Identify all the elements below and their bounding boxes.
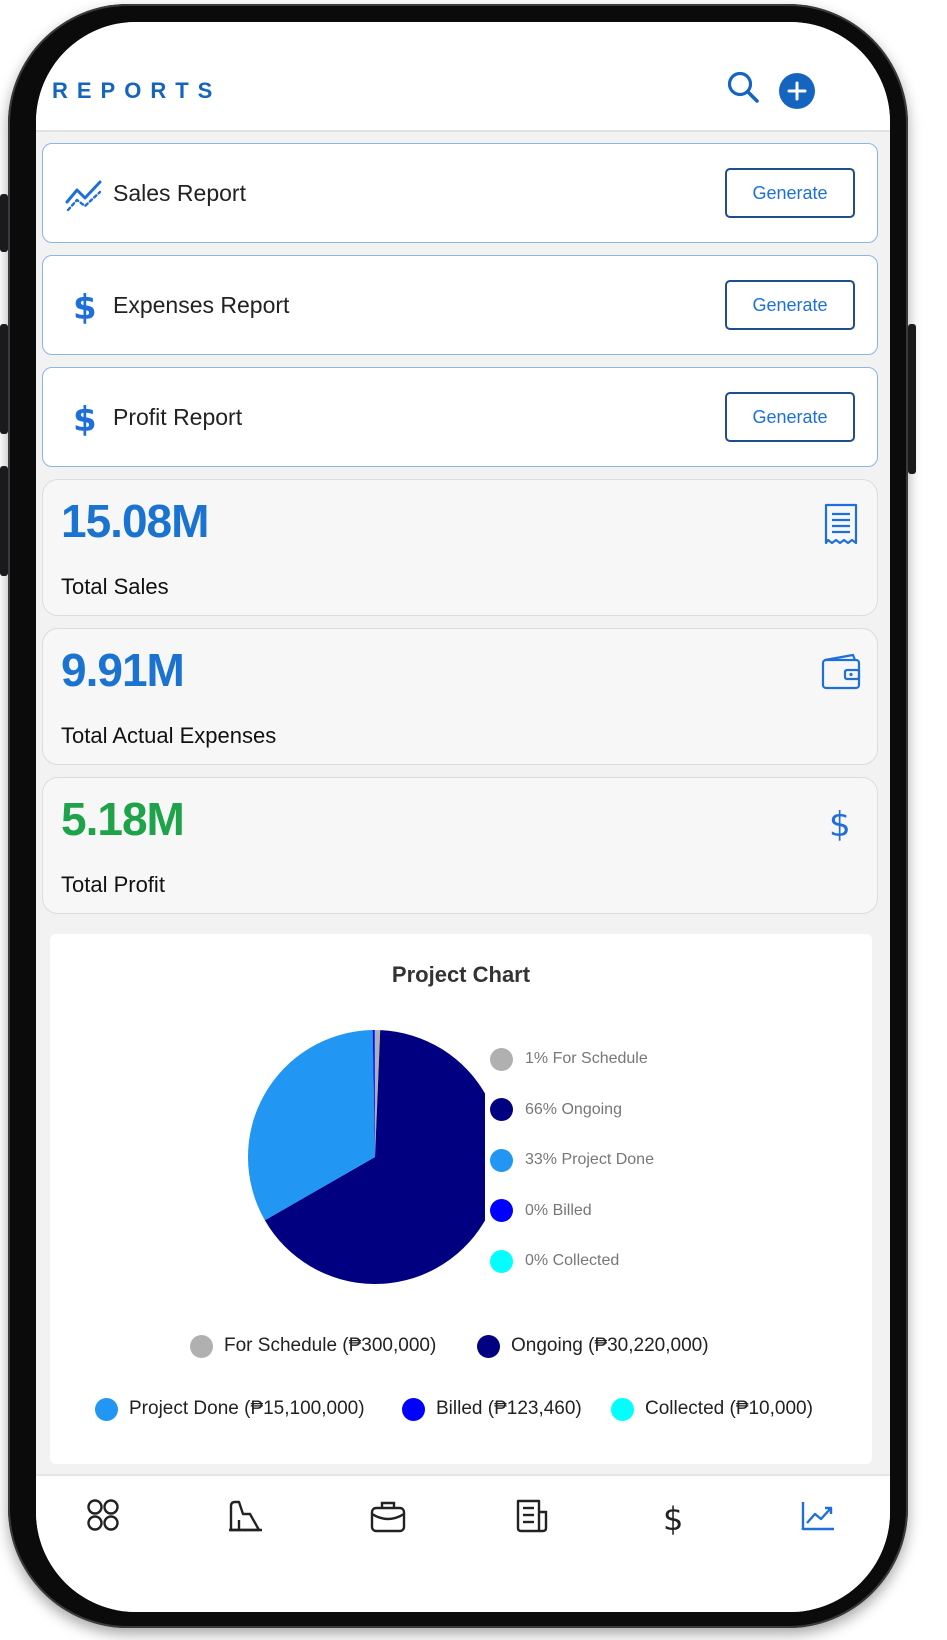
page-title: REPORTS [52,78,222,103]
pie-slice-billed[interactable] [372,1030,375,1157]
pie-slice-for-schedule[interactable] [375,1030,381,1157]
receipt-icon [821,502,861,546]
building-icon[interactable] [226,1496,266,1536]
document-icon[interactable] [512,1496,552,1536]
legend-label: 66% Ongoing [525,1100,622,1118]
pie-slice-project-done[interactable] [248,1030,375,1221]
amount-legend-item[interactable]: Ongoing (₱30,220,000) [477,1332,709,1360]
legend-dot [490,1199,513,1222]
report-label: Profit Report [113,404,243,430]
chart-title: Project Chart [391,962,531,987]
legend-label: Collected (₱10,000) [645,1398,813,1419]
legend-item[interactable]: 0% Billed [490,1198,592,1224]
trending-line-icon [65,174,103,212]
legend-item[interactable]: 66% Ongoing [490,1097,622,1123]
amount-legend-item[interactable]: For Schedule (₱300,000) [190,1332,436,1360]
legend-dot [490,1249,513,1273]
power-button [908,324,916,474]
stat-label: Total Profit [61,872,165,897]
legend-dot [190,1334,213,1358]
legend-label: Billed (₱123,460) [436,1398,582,1419]
briefcase-icon[interactable] [368,1496,408,1536]
legend-label: 0% Billed [525,1201,592,1219]
report-label: Expenses Report [113,292,290,318]
stat-value: 5.18M [61,793,185,845]
legend-item[interactable]: 33% Project Done [490,1147,654,1173]
svg-text:$: $ [73,288,97,324]
legend-label: Ongoing (₱30,220,000) [511,1335,709,1356]
legend-dot [490,1047,513,1071]
project-pie-chart [248,1030,485,1284]
app-header: REPORTS [36,22,890,132]
stat-label: Total Sales [61,574,169,599]
report-label: Sales Report [113,180,246,206]
volume-down-button [0,466,8,576]
plus-circle-icon[interactable] [779,73,815,109]
stat-value: 9.91M [61,644,185,696]
legend-label: 1% For Schedule [525,1050,648,1067]
legend-dot [490,1148,513,1172]
legend-label: 0% Collected [525,1252,620,1269]
legend-label: 33% Project Done [525,1151,654,1168]
legend-dot [402,1397,425,1421]
screen: REPORTS [36,22,890,1612]
grid-icon[interactable] [84,1496,124,1536]
legend-item[interactable]: 1% For Schedule [490,1046,648,1072]
report-card-profit: $ Profit Report Generate [42,367,878,467]
legend-dot [611,1397,634,1421]
amount-legend-item[interactable]: Collected (₱10,000) [611,1395,813,1423]
dollar-icon[interactable]: $ [654,1496,694,1538]
stat-value: 15.08M [61,495,209,547]
volume-up-button [0,324,8,434]
project-chart-card: Project Chart 1% For Schedule 66% Ongoing… [50,934,872,1464]
stat-label: Total Actual Expenses [61,723,277,748]
amount-legend-item[interactable]: Billed (₱123,460) [402,1395,582,1423]
stat-card-total-profit: 5.18M Total Profit $ [42,777,878,914]
dollar-icon: $ [65,286,103,328]
legend-label: Project Done (₱15,100,000) [129,1398,365,1419]
legend-dot [95,1397,118,1421]
svg-text:$: $ [829,805,851,844]
generate-sales-report-button[interactable]: Generate [725,168,855,218]
report-card-sales: Sales Report Generate [42,143,878,243]
generate-profit-report-button[interactable]: Generate [725,392,855,442]
report-card-expenses: $ Expenses Report Generate [42,255,878,355]
pie-slice-ongoing[interactable] [264,1030,485,1284]
svg-text:$: $ [663,1500,683,1536]
dollar-icon: $ [65,398,103,440]
dollar-outline-icon: $ [821,800,861,845]
legend-item[interactable]: 0% Collected [490,1248,619,1274]
wallet-icon [821,651,861,695]
stat-card-total-sales: 15.08M Total Sales [42,479,878,616]
amount-legend-item[interactable]: Project Done (₱15,100,000) [95,1395,365,1423]
legend-dot [490,1098,513,1121]
search-icon[interactable] [726,70,760,104]
generate-expenses-report-button[interactable]: Generate [725,280,855,330]
svg-text:$: $ [73,400,97,436]
phone-frame: REPORTS [0,4,916,1628]
stat-card-total-expenses: 9.91M Total Actual Expenses [42,628,878,765]
bottom-navigation: $ [36,1474,890,1612]
legend-label: For Schedule (₱300,000) [224,1335,437,1356]
trending-up-icon[interactable] [798,1496,838,1536]
mute-switch [0,194,8,252]
legend-dot [477,1334,500,1358]
